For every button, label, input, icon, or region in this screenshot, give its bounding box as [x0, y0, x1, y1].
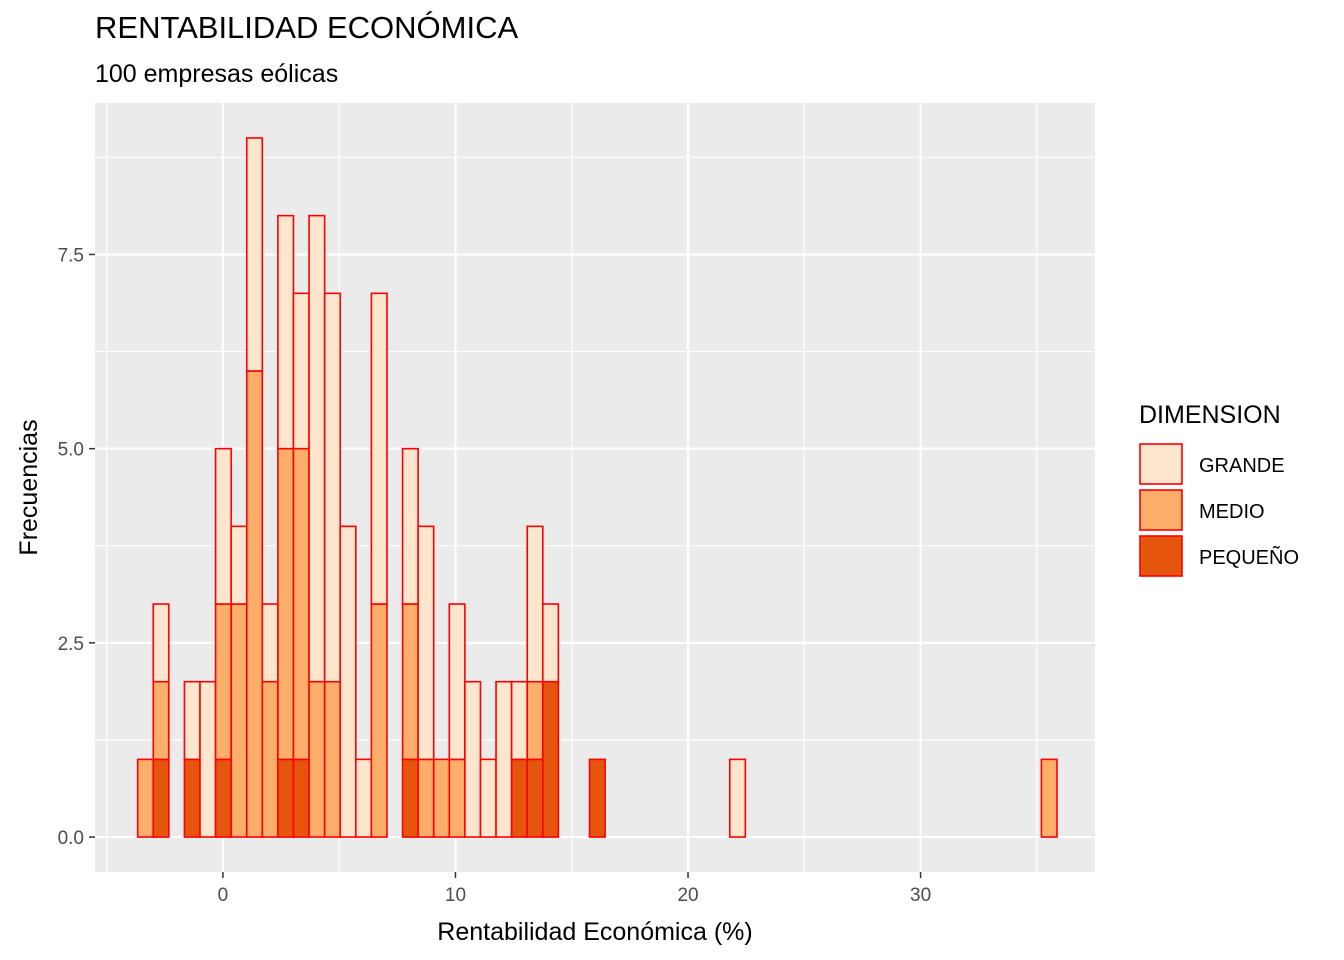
legend-label: MEDIO [1199, 501, 1265, 523]
y-tick-label: 7.5 [58, 245, 84, 266]
y-axis-title: Frecuencias [15, 419, 43, 555]
bar-grande-18 [417, 525, 435, 761]
bar-pequeo-17 [401, 758, 419, 838]
bar-medio-8 [261, 680, 279, 838]
bar-grande-10 [292, 292, 310, 450]
bar-medio-6 [230, 603, 248, 838]
bar-grande-14 [355, 758, 373, 838]
y-tick-label: 2.5 [58, 634, 84, 655]
bar-grande-38 [728, 758, 747, 838]
bar-grande-15 [370, 292, 388, 605]
bar-pequeo-10 [292, 758, 310, 838]
bar-medio-12 [323, 680, 342, 838]
legend-label: GRANDE [1199, 455, 1285, 477]
bar-grande-8 [261, 603, 279, 683]
bar-grande-3 [183, 680, 201, 761]
bar-grande-20 [448, 603, 466, 761]
legend-label: PEQUEÑO [1199, 545, 1299, 569]
bar-grande-11 [308, 214, 326, 683]
bar-medio-9 [277, 447, 295, 761]
legend-title: DIMENSION [1139, 401, 1281, 429]
bar-grande-9 [277, 214, 295, 450]
minor-gridlines [95, 103, 1095, 872]
bar-grande-25 [526, 525, 544, 683]
bar-grande-21 [464, 680, 482, 838]
bar-grande-1 [152, 603, 170, 683]
bar-medio-20 [448, 758, 466, 838]
bar-pequeo-29 [588, 758, 606, 838]
bar-medio-19 [432, 758, 451, 838]
x-axis-title: Rentabilidad Económica (%) [437, 918, 752, 946]
chart-subtitle: 100 empresas eólicas [95, 60, 339, 88]
bar-grande-7 [245, 137, 264, 372]
bar-medio-7 [245, 370, 264, 838]
bar-pequeo-5 [214, 758, 232, 838]
x-tick-label: 30 [910, 885, 931, 906]
legend-key-medio [1139, 489, 1183, 531]
bar-pequeo-9 [277, 758, 295, 838]
legend-key-pequeo [1139, 535, 1183, 577]
bar-grande-24 [510, 680, 529, 761]
chart-title: RENTABILIDAD ECONÓMICA [95, 10, 519, 45]
bar-grande-13 [339, 525, 357, 838]
bar-grande-5 [214, 447, 232, 605]
x-axis-ticks: 0 10 20 30 [218, 872, 931, 906]
bar-medio-0 [136, 758, 155, 838]
bar-medio-5 [214, 603, 232, 761]
bar-medio-18 [417, 758, 435, 838]
x-tick-label: 10 [445, 885, 466, 906]
bar-pequeo-26 [541, 680, 560, 838]
x-tick-label: 20 [677, 885, 698, 906]
bar-grande-26 [541, 603, 560, 683]
y-tick-label: 5.0 [58, 440, 84, 461]
bar-medio-17 [401, 603, 419, 761]
bar-medio-15 [370, 603, 388, 838]
bar-medio-1 [152, 680, 170, 761]
bar-grande-22 [479, 758, 497, 838]
y-axis-ticks: 0.0 2.5 5.0 7.5 [58, 245, 95, 849]
bar-pequeo-3 [183, 758, 201, 838]
bar-grande-6 [230, 525, 248, 605]
bar-grande-23 [495, 680, 513, 838]
bar-medio-11 [308, 680, 326, 838]
bar-pequeo-1 [152, 758, 170, 838]
y-tick-label: 0.0 [58, 828, 84, 849]
x-tick-label: 0 [218, 885, 229, 906]
bar-grande-17 [401, 447, 419, 605]
bar-grande-12 [323, 292, 342, 683]
bar-medio-25 [526, 680, 544, 761]
legend-key-grande [1139, 443, 1183, 485]
bar-pequeo-24 [510, 758, 529, 838]
bar-medio-10 [292, 447, 310, 761]
bar-pequeo-25 [526, 758, 544, 838]
bar-medio-58 [1040, 758, 1058, 838]
bar-grande-4 [199, 680, 217, 838]
legend: DIMENSION GRANDE MEDIO PEQUEÑO [1139, 401, 1299, 577]
histogram-bars [136, 137, 1058, 838]
